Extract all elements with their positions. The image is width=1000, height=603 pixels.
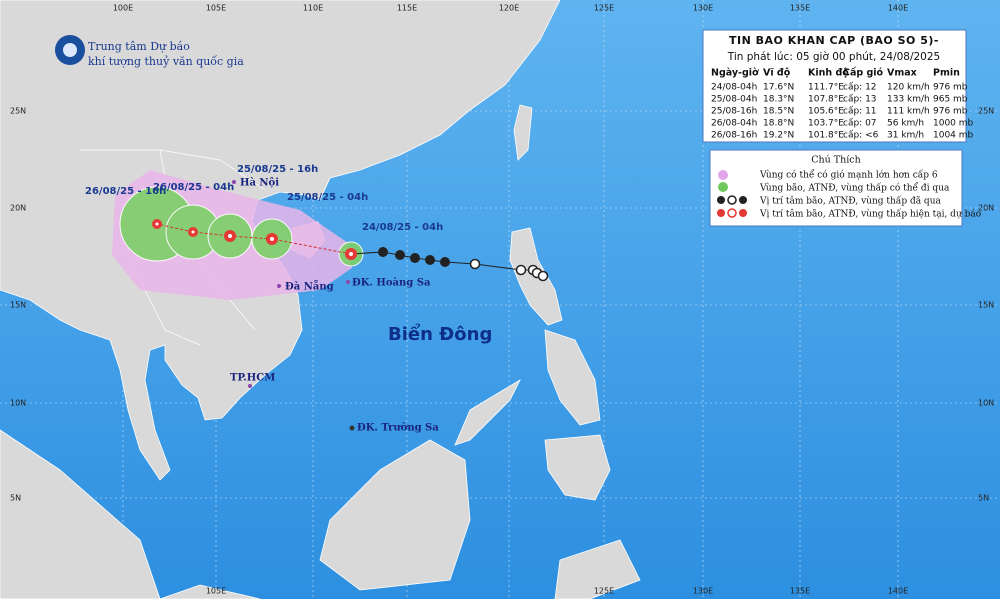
lat-label: 25N [10, 107, 26, 116]
table-cell: 17.6°N [763, 83, 794, 93]
column-header: Cấp gió [843, 68, 884, 79]
table-cell: 120 km/h [887, 83, 930, 93]
table-cell: cấp: 07 [843, 118, 877, 129]
lat-label: 5N [10, 494, 21, 503]
table-cell: 18.8°N [763, 119, 794, 129]
sulawesi [554, 539, 641, 600]
lat-label: 5N [978, 494, 989, 503]
taiwan [513, 104, 533, 161]
legend-symbols [717, 170, 747, 218]
place-label: ĐK. Trường Sa [357, 423, 439, 434]
table-cell: 1000 mb [933, 119, 974, 129]
borneo [319, 439, 471, 591]
legend-item: Vị trí tâm bão, ATNĐ, vùng thấp đã qua [759, 196, 941, 207]
lon-label: 135E [790, 4, 810, 13]
place-label: Đà Nẵng [285, 281, 334, 293]
table-cell: 26/08-04h [711, 119, 757, 129]
table-cell: 18.3°N [763, 95, 794, 105]
lon-label: 135E [790, 587, 810, 596]
table-cell: 965 mb [933, 95, 968, 105]
legend-item: Vùng có thể có gió mạnh lớn hơn cấp 6 [759, 169, 938, 181]
track-label: 24/08/25 - 04h [362, 222, 443, 233]
agency-name: Trung tâm Dự báo [88, 40, 190, 53]
agency-name: khí tượng thuỷ văn quốc gia [88, 55, 244, 68]
column-header: Kinh độ [808, 68, 849, 79]
bulletin-title: TIN BAO KHAN CAP (BAO SO 5)- [729, 34, 939, 47]
visayas [544, 329, 601, 426]
lon-label: 100E [113, 4, 133, 13]
lat-label: 10N [10, 399, 26, 408]
place-dots [232, 180, 355, 431]
table-cell: 103.7°E [808, 119, 844, 129]
lat-label: 20N [10, 204, 26, 213]
lon-label: 105E [206, 4, 226, 13]
column-header: Vĩ độ [763, 68, 791, 79]
place-label: Hà Nội [240, 178, 279, 189]
lon-label: 130E [693, 4, 713, 13]
table-cell: 19.2°N [763, 131, 794, 141]
table-cell: 24/08-04h [711, 83, 757, 93]
lon-label: 125E [594, 587, 614, 596]
legend-title: Chú Thích [811, 155, 860, 166]
bulletin-box [702, 29, 967, 143]
lon-label: 130E [693, 587, 713, 596]
table-cell: 25/08-16h [711, 107, 757, 117]
table-cell: 18.5°N [763, 107, 794, 117]
logo [55, 35, 85, 65]
track-label: 25/08/25 - 04h [287, 192, 368, 203]
mindanao [544, 434, 611, 501]
table-cell: 105.6°E [808, 107, 844, 117]
table-cell: cấp: <6 [843, 130, 879, 141]
lat-label: 25N [978, 107, 994, 116]
lon-label: 140E [888, 4, 908, 13]
table-cell: 111.7°E [808, 83, 844, 93]
forecast-storms [152, 219, 357, 260]
palawan [454, 378, 521, 446]
lon-label: 125E [594, 4, 614, 13]
table-cell: 976 mb [933, 107, 968, 117]
lat-label: 10N [978, 399, 994, 408]
table-cell: 31 km/h [887, 131, 924, 141]
table-cell: 107.8°E [808, 95, 844, 105]
table-cell: 111 km/h [887, 107, 930, 117]
past-depressions [469, 258, 549, 282]
table-cell: cấp: 11 [843, 106, 877, 117]
legend-item: Vị trí tâm bão, ATNĐ, vùng thấp hiện tại… [759, 209, 981, 220]
table-cell: 56 km/h [887, 119, 924, 129]
legend-box [709, 149, 963, 227]
place-label: TP.HCM [230, 373, 275, 384]
column-header: Vmax [887, 68, 917, 79]
lat-label: 20N [978, 204, 994, 213]
lon-label: 105E [206, 587, 226, 596]
table-cell: 1004 mb [933, 131, 974, 141]
column-header: Ngày-giờ [711, 68, 759, 79]
past-storms [378, 247, 450, 267]
table-cell: 133 km/h [887, 95, 930, 105]
table-cell: 25/08-04h [711, 95, 757, 105]
track-label: 26/08/25 - 04h [153, 182, 234, 193]
lon-label: 140E [888, 587, 908, 596]
lon-label: 120E [499, 4, 519, 13]
table-cell: 26/08-16h [711, 131, 757, 141]
table-cell: cấp: 12 [843, 82, 877, 93]
legend-item: Vùng bão, ATNĐ, vùng thấp có thể đi qua [759, 182, 950, 194]
track-label: 26/08/25 - 16h [85, 186, 166, 197]
sea-label: Biển Đông [388, 323, 492, 345]
table-cell: 101.8°E [808, 131, 844, 141]
sumatra [0, 429, 161, 600]
lon-label: 110E [303, 4, 323, 13]
track-label: 25/08/25 - 16h [237, 164, 318, 175]
column-header: Pmin [933, 68, 960, 79]
table-cell: 976 mb [933, 83, 968, 93]
lon-label: 115E [397, 4, 417, 13]
bulletin-issued: Tin phát lúc: 05 giờ 00 phút, 24/08/2025 [727, 51, 940, 63]
place-label: ĐK. Hoàng Sa [352, 278, 431, 289]
table-cell: cấp: 13 [843, 94, 877, 105]
lat-label: 15N [978, 301, 994, 310]
lat-label: 15N [10, 301, 26, 310]
